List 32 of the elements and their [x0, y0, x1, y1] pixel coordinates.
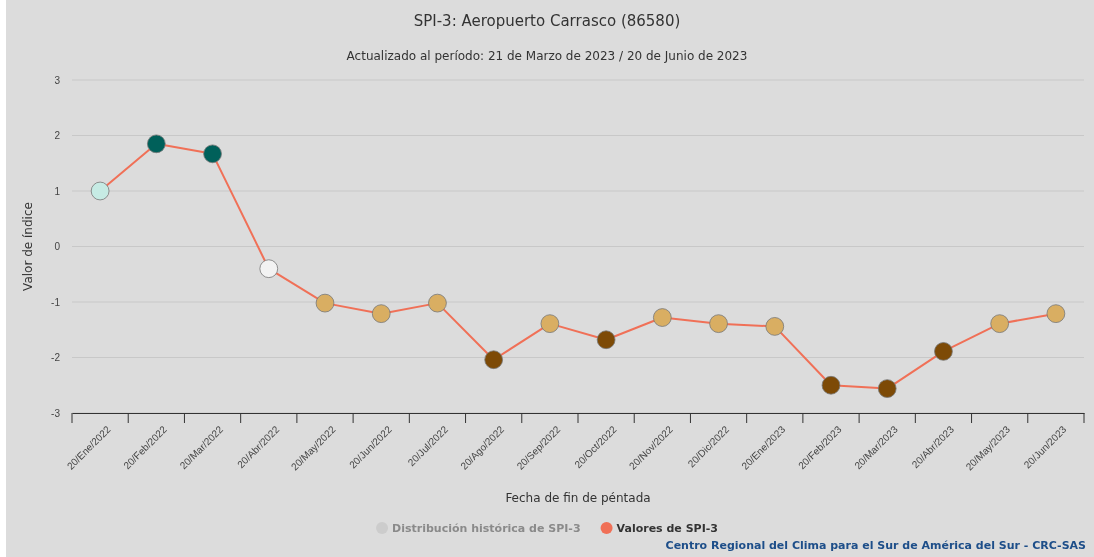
legend-label: Valores de SPI-3 [616, 522, 718, 535]
point [90, 181, 110, 201]
point [877, 379, 897, 398]
point [203, 144, 222, 164]
y-tick-label: 1 [54, 185, 61, 197]
point [315, 293, 335, 313]
y-tick-label: 2 [54, 130, 61, 142]
point [147, 134, 166, 154]
y-tick-label: -1 [51, 296, 61, 308]
y-tick-label: 3 [54, 74, 61, 86]
point [596, 330, 616, 350]
point [765, 317, 785, 336]
point [371, 304, 391, 323]
y-tick-label: 0 [54, 241, 61, 253]
y-tick-label: -3 [51, 407, 61, 419]
y-axis-title: Valor de índice [21, 202, 35, 291]
point [934, 342, 953, 361]
point [990, 314, 1009, 333]
point [259, 259, 279, 278]
point [540, 314, 560, 333]
point [1046, 304, 1066, 323]
point [428, 293, 447, 313]
chart-title: SPI-3: Aeropuerto Carrasco (86580) [413, 12, 681, 30]
point [709, 314, 728, 333]
text: Centro Regional del Clima para el Sur de América del Sur - CRC-SAS [665, 539, 1087, 552]
chart-subtitle: Actualizado al período: 21 de Marzo de 2023 / 20 de Junio de 2023 [346, 49, 748, 63]
point [653, 308, 672, 327]
legend-label: Distribución histórica de SPI-3 [392, 522, 581, 535]
point [484, 350, 503, 370]
point [821, 375, 841, 395]
x-axis-title: Fecha de fin de péntada [505, 491, 651, 505]
y-tick-label: -2 [51, 352, 61, 364]
